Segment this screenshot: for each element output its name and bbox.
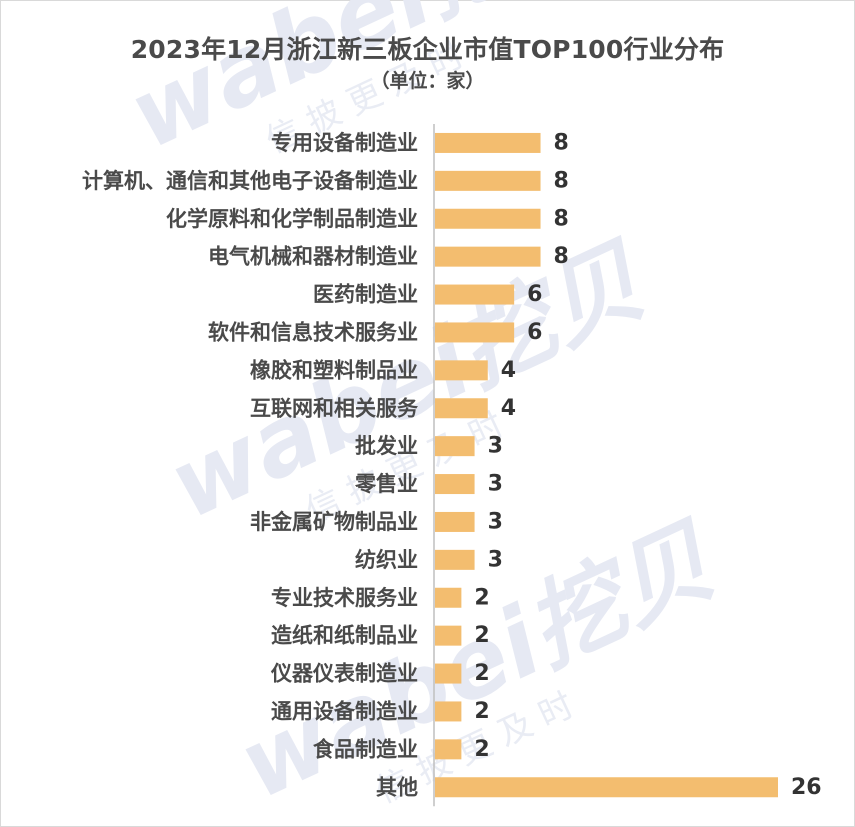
bar bbox=[435, 625, 462, 646]
category-label: 食品制造业 bbox=[313, 737, 418, 761]
bar bbox=[435, 777, 778, 798]
category-label: 仪器仪表制造业 bbox=[270, 662, 418, 686]
value-label: 6 bbox=[527, 320, 542, 345]
bars bbox=[435, 132, 778, 798]
value-label: 3 bbox=[488, 472, 503, 497]
category-label: 造纸和纸制品业 bbox=[271, 624, 418, 648]
value-label: 8 bbox=[554, 244, 569, 269]
value-label: 2 bbox=[474, 737, 489, 762]
category-label: 专用设备制造业 bbox=[271, 131, 418, 155]
bar bbox=[435, 398, 488, 419]
category-label: 互联网和相关服务 bbox=[250, 396, 419, 420]
chart-title: 2023年12月浙江新三板企业市值TOP100行业分布 bbox=[130, 35, 725, 64]
value-label: 6 bbox=[527, 282, 542, 307]
bar bbox=[435, 284, 515, 305]
value-label: 3 bbox=[488, 434, 503, 459]
bar bbox=[435, 549, 475, 570]
value-label: 3 bbox=[488, 547, 503, 572]
bar bbox=[435, 322, 515, 343]
value-label: 2 bbox=[474, 585, 489, 610]
category-label: 软件和信息技术服务业 bbox=[208, 320, 418, 344]
bar bbox=[435, 511, 475, 532]
bar bbox=[435, 170, 541, 191]
value-label: 4 bbox=[501, 396, 516, 421]
category-label: 计算机、通信和其他电子设备制造业 bbox=[82, 169, 418, 193]
category-label: 纺织业 bbox=[355, 548, 418, 572]
category-label: 电气机械和器材制造业 bbox=[208, 245, 418, 269]
bar bbox=[435, 132, 541, 153]
bar bbox=[435, 208, 541, 229]
category-label: 非金属矿物制品业 bbox=[250, 510, 418, 534]
value-label: 2 bbox=[474, 623, 489, 648]
bar bbox=[435, 701, 462, 722]
category-label: 化学原料和化学制品制造业 bbox=[166, 207, 418, 231]
value-label: 3 bbox=[488, 509, 503, 534]
category-label: 专业技术服务业 bbox=[271, 586, 418, 610]
category-label: 其他 bbox=[376, 775, 418, 799]
value-label: 4 bbox=[501, 358, 516, 383]
bar bbox=[435, 246, 541, 267]
value-label: 8 bbox=[554, 168, 569, 193]
bar bbox=[435, 587, 462, 608]
bar bbox=[435, 474, 475, 495]
category-label: 批发业 bbox=[355, 434, 418, 458]
category-labels: 专用设备制造业计算机、通信和其他电子设备制造业化学原料和化学制品制造业电气机械和… bbox=[82, 131, 419, 799]
category-label: 医药制造业 bbox=[313, 283, 418, 307]
value-label: 8 bbox=[554, 206, 569, 231]
category-label: 橡胶和塑料制品业 bbox=[250, 358, 418, 382]
chart-subtitle: （单位：家） bbox=[370, 70, 485, 92]
category-label: 通用设备制造业 bbox=[271, 699, 418, 723]
value-label: 2 bbox=[474, 699, 489, 724]
value-label: 8 bbox=[554, 130, 569, 155]
bar bbox=[435, 739, 462, 760]
value-label: 26 bbox=[791, 775, 822, 800]
value-label: 2 bbox=[474, 661, 489, 686]
bar bbox=[435, 663, 462, 684]
bar bbox=[435, 436, 475, 457]
category-label: 零售业 bbox=[354, 472, 418, 496]
bar bbox=[435, 360, 488, 381]
